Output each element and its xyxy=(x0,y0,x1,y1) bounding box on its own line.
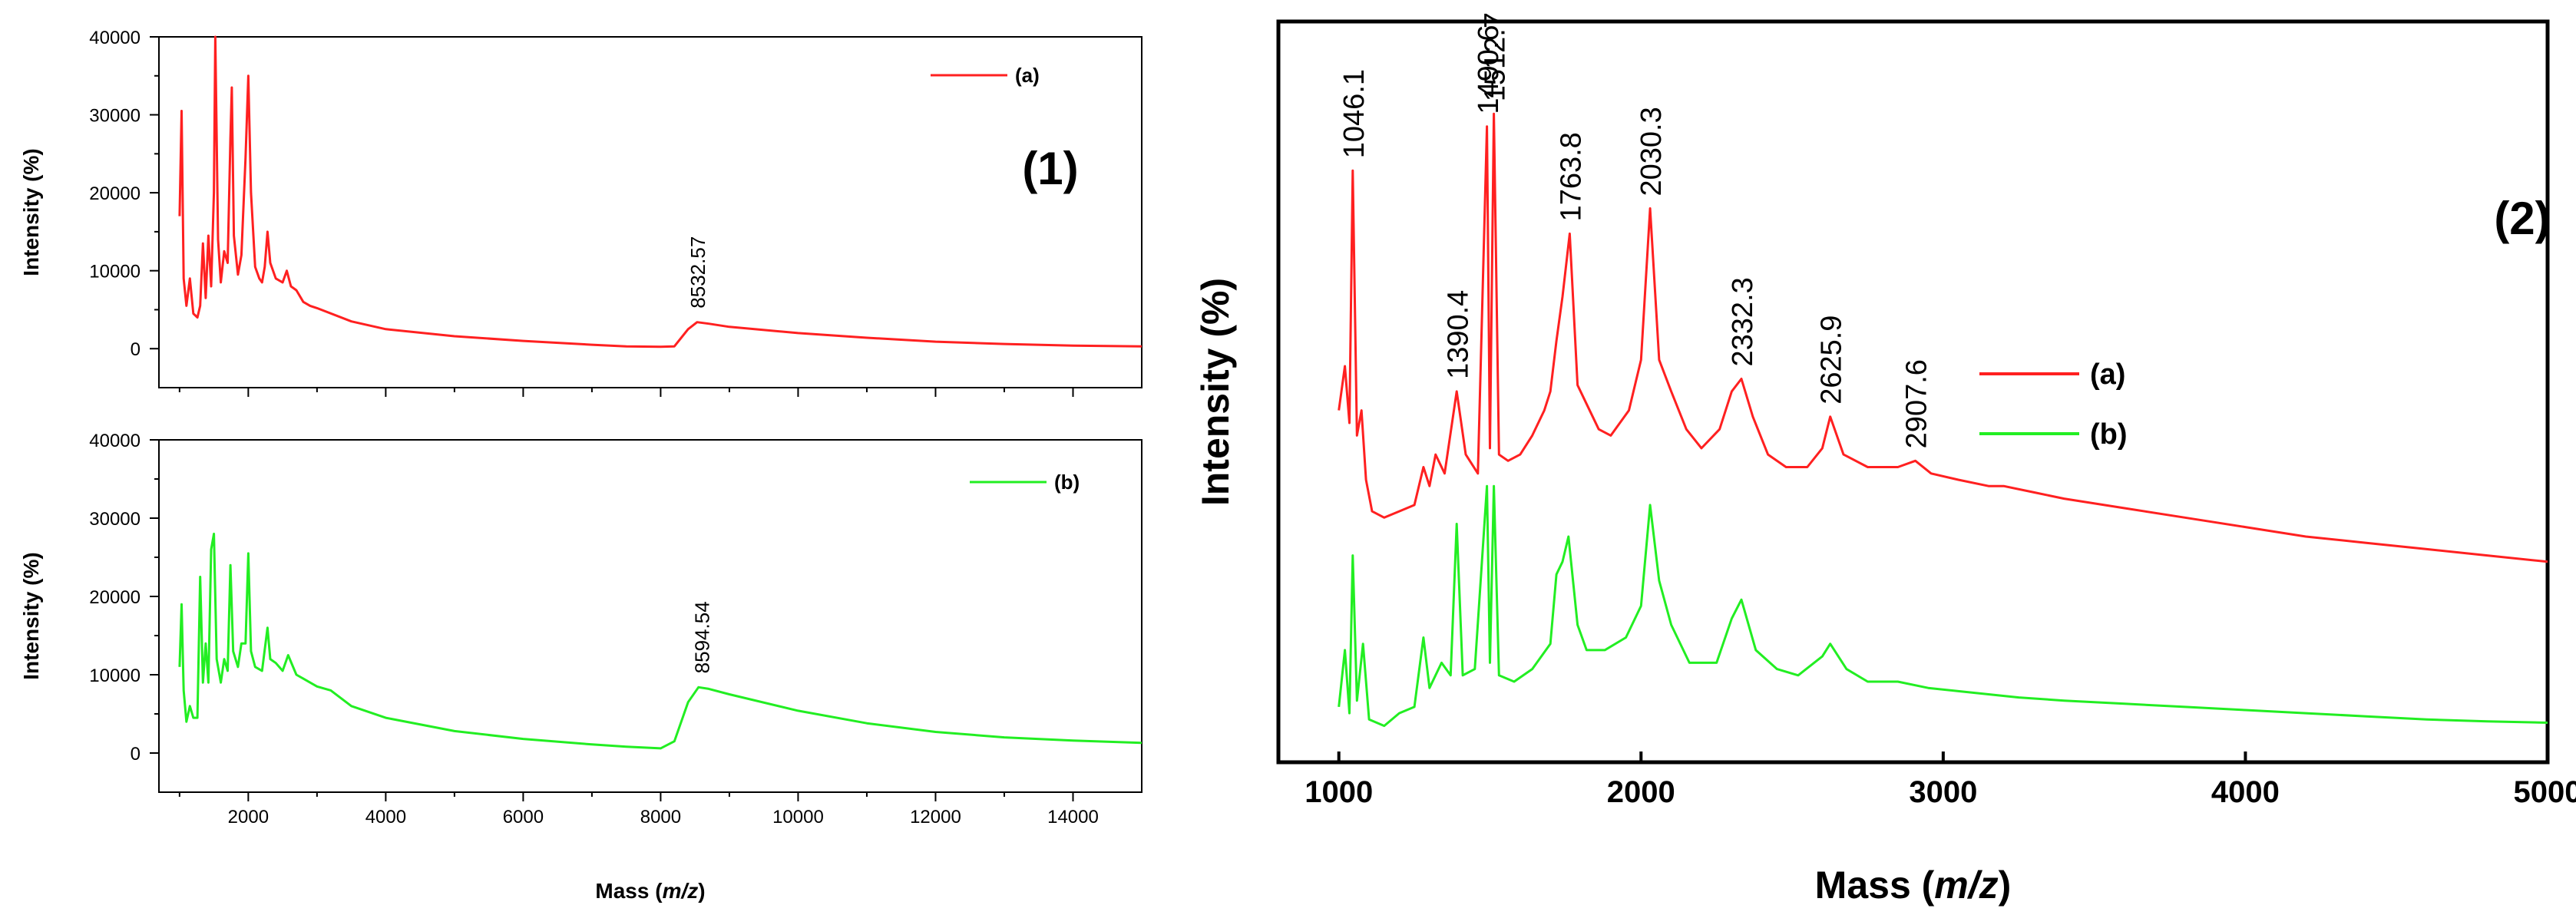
y-axis-label: Intensity (%) xyxy=(1194,278,1237,506)
peak-label: 1512.7 xyxy=(1479,12,1511,101)
peak-label: 2625.9 xyxy=(1816,315,1848,405)
x-axis-label-unit: m/z xyxy=(1934,864,1998,907)
x-tick-label: 1000 xyxy=(1305,775,1373,809)
x-tick-label: 5000 xyxy=(2514,775,2576,809)
y-tick-label: 20000 xyxy=(89,183,141,204)
x-tick-label: 10000 xyxy=(772,807,824,827)
x-axis-label-close: ) xyxy=(1999,864,2012,907)
y-tick-label: 30000 xyxy=(89,106,141,127)
x-axis-label-unit: m/z xyxy=(663,879,699,903)
peak-label: 2332.3 xyxy=(1727,277,1759,366)
x-tick-label: 12000 xyxy=(910,807,961,827)
legend: (a) (b) xyxy=(1979,358,2128,451)
panel-2: 1000 2000 3000 4000 5000 Intensity (%) Mass (m… xyxy=(1194,12,2576,907)
x-axis-label-text: Mass ( xyxy=(1815,864,1935,907)
x-tick-label: 2000 xyxy=(228,807,269,827)
x-tick-label: 14000 xyxy=(1047,807,1099,827)
panel-label: (2) xyxy=(2494,193,2550,244)
y-tick-label: 0 xyxy=(131,339,141,360)
peak-label: 2030.3 xyxy=(1635,107,1668,196)
legend: (b) xyxy=(970,471,1080,494)
plot-frame xyxy=(158,439,1143,793)
x-tick-label: 4000 xyxy=(365,807,406,827)
legend-label: (b) xyxy=(1054,471,1080,494)
x-axis-label: Mass (m/z) xyxy=(595,879,705,903)
peak-label: 8594.54 xyxy=(691,601,714,673)
y-tick-label: 40000 xyxy=(89,431,141,451)
chart-2: 2000 4000 6000 8000 10000 12000 14000 0 10000 200… xyxy=(19,431,1143,903)
y-tick-label: 10000 xyxy=(89,666,141,686)
plot-frame xyxy=(1276,19,2550,765)
series-line-a xyxy=(178,35,1143,348)
x-tick-label: 4000 xyxy=(2211,775,2280,809)
panel-label: (1) xyxy=(1022,143,1078,194)
y-tick-label: 30000 xyxy=(89,509,141,530)
legend: (a) xyxy=(931,64,1040,87)
legend-label: (b) xyxy=(2090,418,2128,451)
peak-label: 8532.57 xyxy=(686,236,709,309)
y-tick-label: 0 xyxy=(131,744,141,765)
series-line-b xyxy=(1338,484,2548,728)
plot-frame xyxy=(158,36,1143,388)
peak-label: 2907.6 xyxy=(1900,359,1933,448)
series-line-a xyxy=(1338,112,2548,563)
peak-label: 1046.1 xyxy=(1338,69,1371,158)
y-tick-label: 40000 xyxy=(89,28,141,48)
y-axis-label: Intensity (%) xyxy=(19,148,43,276)
legend-label: (a) xyxy=(1015,64,1040,87)
y-tick-label: 10000 xyxy=(89,262,141,282)
y-axis-label: Intensity (%) xyxy=(19,552,43,679)
chart-1: 0 10000 20000 30000 40000 Intensity (%) 8532.5… xyxy=(19,28,1143,397)
x-axis-label-close: ) xyxy=(698,879,705,903)
peak-label: 1763.8 xyxy=(1555,132,1587,221)
x-tick-label: 2000 xyxy=(1607,775,1675,809)
x-tick-label: 3000 xyxy=(1909,775,1977,809)
x-axis-label-text: Mass ( xyxy=(595,879,663,903)
x-axis-label: Mass (m/z) xyxy=(1815,864,2012,907)
legend-label: (a) xyxy=(2090,358,2125,391)
peak-label: 1490.6 xyxy=(1473,25,1505,114)
series-line-b xyxy=(178,532,1143,750)
x-tick-label: 8000 xyxy=(640,807,681,827)
chart-3: 1000 2000 3000 4000 5000 Intensity (%) Mass (m… xyxy=(1194,12,2576,907)
y-tick-label: 20000 xyxy=(89,587,141,608)
peak-label: 1390.4 xyxy=(1442,290,1474,379)
x-tick-label: 6000 xyxy=(503,807,544,827)
